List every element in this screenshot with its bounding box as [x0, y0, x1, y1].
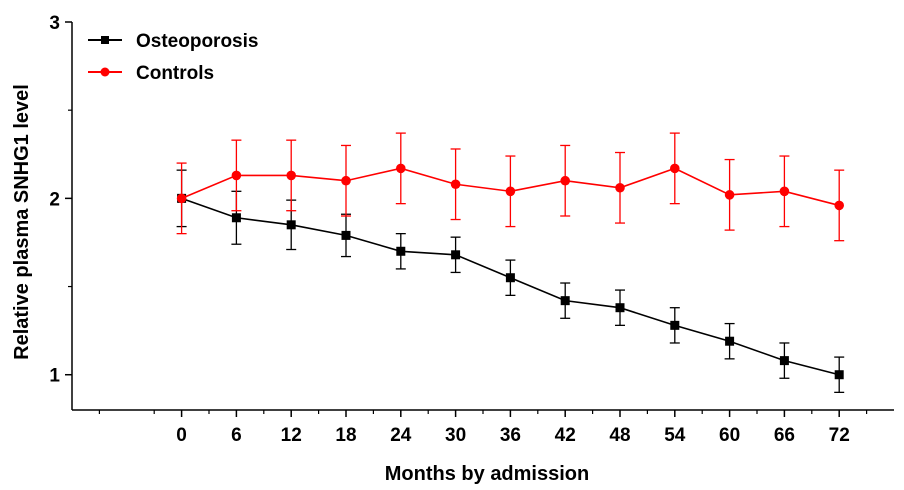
y-tick-label: 3 [49, 13, 60, 34]
data-point-osteoporosis [286, 220, 296, 230]
x-tick-label: 12 [281, 425, 302, 446]
data-point-controls [396, 163, 406, 174]
x-tick-label: 66 [774, 425, 795, 446]
series-osteoporosis [176, 169, 845, 394]
data-point-osteoporosis [725, 336, 735, 346]
data-point-osteoporosis [615, 303, 625, 313]
legend-label-osteoporosis: Osteoporosis [136, 31, 258, 52]
data-point-osteoporosis [670, 320, 680, 330]
data-point-osteoporosis [396, 246, 406, 256]
data-point-osteoporosis [834, 370, 844, 380]
data-point-osteoporosis [779, 356, 789, 366]
data-point-osteoporosis [341, 230, 351, 240]
y-tick-label: 2 [49, 189, 60, 210]
x-tick-label: 48 [609, 425, 630, 446]
x-tick-label: 18 [335, 425, 356, 446]
legend-marker-osteoporosis [101, 36, 109, 44]
y-tick-label: 1 [49, 366, 60, 387]
data-point-controls [834, 200, 844, 211]
x-tick-label: 30 [445, 425, 466, 446]
series-layer [176, 132, 845, 394]
data-point-osteoporosis [231, 213, 241, 223]
data-point-controls [231, 170, 242, 181]
data-point-controls [779, 186, 790, 197]
data-point-controls [450, 179, 461, 190]
data-point-controls [341, 175, 351, 186]
x-tick-label: 36 [500, 425, 521, 446]
x-tick-label: 60 [719, 425, 740, 446]
data-point-controls [670, 163, 680, 174]
x-tick-label: 6 [231, 425, 242, 446]
data-point-controls [724, 190, 735, 200]
x-tick-label: 72 [829, 425, 850, 446]
legend-marker-controls [100, 67, 110, 77]
x-tick-label: 54 [664, 425, 686, 446]
x-tick-label: 42 [555, 425, 576, 446]
x-axis-title: Months by admission [385, 463, 589, 485]
x-tick-label: 24 [390, 425, 412, 446]
data-point-osteoporosis [560, 296, 570, 306]
data-point-controls [505, 186, 516, 197]
legend: Osteoporosis Controls [88, 31, 258, 84]
series-controls [176, 132, 845, 242]
x-tick-label: 0 [176, 425, 187, 446]
data-point-osteoporosis [505, 273, 515, 283]
data-point-controls [615, 182, 625, 193]
data-point-controls [286, 170, 297, 181]
data-point-osteoporosis [451, 250, 461, 260]
y-axis-title: Relative plasma SNHG1 level [11, 84, 33, 360]
data-point-controls [560, 175, 570, 186]
legend-label-controls: Controls [136, 63, 214, 84]
data-point-controls [176, 193, 187, 204]
